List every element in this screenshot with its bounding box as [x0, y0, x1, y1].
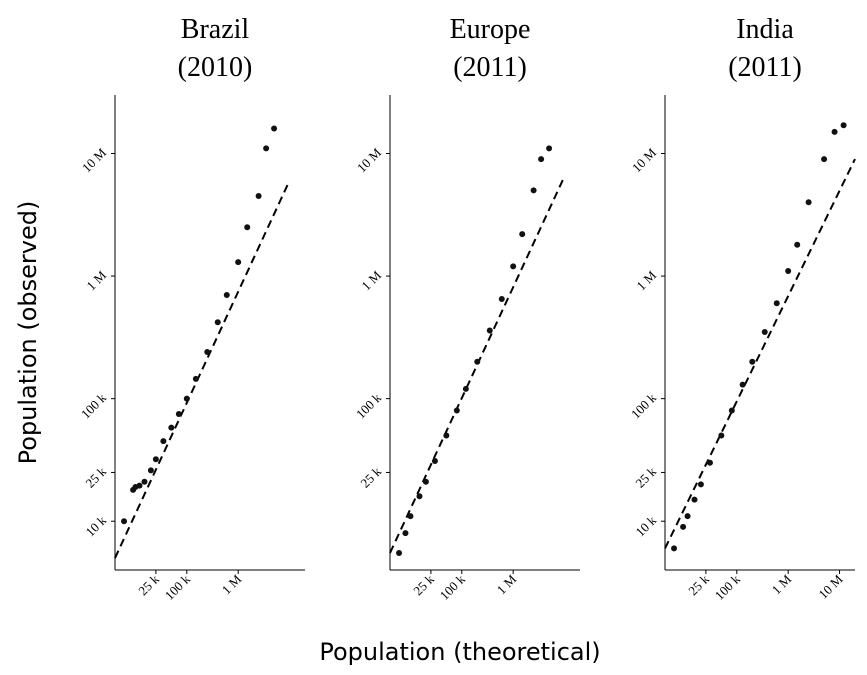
- point: [773, 300, 780, 307]
- x-axis-label: Population (theoretical): [319, 638, 600, 666]
- y-tick-label: 25 k: [357, 464, 384, 491]
- x-tick-label: 1 M: [219, 571, 245, 597]
- point: [794, 241, 801, 248]
- point: [840, 122, 847, 129]
- point: [255, 192, 262, 199]
- y-tick-label: 10 M: [79, 145, 110, 176]
- point: [474, 358, 481, 365]
- point: [462, 385, 469, 392]
- y-tick-label: 10 k: [82, 512, 109, 539]
- point: [805, 199, 812, 206]
- y-tick-label: 1 M: [358, 267, 384, 293]
- point: [431, 457, 438, 464]
- reference-line: [114, 180, 291, 559]
- x-tick-label: 25 k: [410, 571, 437, 598]
- panel-subtitle: (2011): [453, 52, 527, 83]
- point: [453, 407, 460, 414]
- point: [160, 438, 167, 445]
- point: [749, 358, 756, 365]
- point: [510, 263, 517, 270]
- point: [175, 410, 182, 417]
- y-tick-label: 10 M: [629, 145, 660, 176]
- point: [152, 456, 159, 463]
- panel-subtitle: (2011): [728, 52, 802, 83]
- point: [402, 530, 409, 537]
- y-axis-label: Population (observed): [14, 201, 42, 465]
- point: [530, 187, 537, 194]
- x-tick-label: 100 k: [712, 571, 744, 603]
- panel-subtitle: (2010): [178, 52, 253, 83]
- y-tick-label: 100 k: [78, 390, 110, 422]
- point: [223, 292, 230, 299]
- point: [271, 125, 278, 132]
- point: [422, 478, 429, 485]
- point: [538, 156, 545, 163]
- point: [671, 545, 678, 552]
- point: [407, 513, 414, 520]
- x-tick-label: 1 M: [494, 571, 520, 597]
- point: [168, 424, 175, 431]
- point: [192, 375, 199, 382]
- reference-line: [664, 158, 856, 549]
- point: [244, 224, 251, 231]
- point: [821, 156, 828, 163]
- y-tick-label: 25 k: [632, 464, 659, 491]
- y-tick-label: 10 k: [632, 512, 659, 539]
- point: [680, 523, 687, 530]
- point: [214, 319, 221, 326]
- point: [761, 328, 768, 335]
- point: [147, 467, 154, 474]
- point: [739, 381, 746, 388]
- point: [136, 482, 143, 489]
- point: [785, 267, 792, 274]
- panel-title: Brazil: [181, 14, 250, 45]
- point: [416, 493, 423, 500]
- point: [396, 550, 403, 557]
- point: [684, 513, 691, 520]
- reference-line: [389, 175, 566, 554]
- point: [235, 259, 242, 266]
- point: [263, 145, 270, 152]
- x-tick-label: 25 k: [135, 571, 162, 598]
- point: [718, 432, 725, 439]
- point: [728, 407, 735, 414]
- x-tick-label: 100 k: [437, 571, 469, 603]
- y-tick-label: 1 M: [633, 267, 659, 293]
- point: [697, 481, 704, 488]
- point: [486, 327, 493, 334]
- point: [121, 518, 128, 525]
- x-tick-label: 10 M: [815, 571, 846, 602]
- point: [183, 395, 190, 402]
- x-tick-label: 100 k: [162, 571, 194, 603]
- point: [546, 145, 553, 152]
- y-tick-label: 100 k: [628, 390, 660, 422]
- panel-title: Europe: [450, 14, 531, 45]
- point: [691, 496, 698, 503]
- y-tick-label: 100 k: [353, 390, 385, 422]
- y-tick-label: 25 k: [82, 464, 109, 491]
- panel-title: India: [736, 14, 794, 45]
- point: [498, 295, 505, 302]
- point: [706, 459, 713, 466]
- point: [204, 349, 211, 356]
- point: [141, 478, 148, 485]
- point: [443, 432, 450, 439]
- point: [831, 128, 838, 135]
- x-tick-label: 1 M: [769, 571, 795, 597]
- y-tick-label: 10 M: [354, 145, 385, 176]
- point: [519, 231, 526, 238]
- y-tick-label: 1 M: [83, 267, 109, 293]
- x-tick-label: 25 k: [685, 571, 712, 598]
